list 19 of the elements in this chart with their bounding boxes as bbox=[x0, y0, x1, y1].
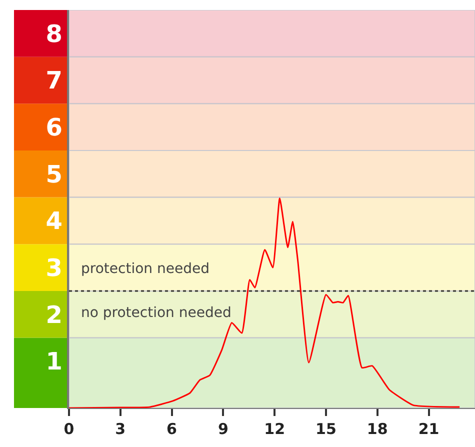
y-tick-label: 8 bbox=[46, 20, 62, 48]
annotation: protection needed bbox=[81, 261, 210, 277]
x-tick-label: 18 bbox=[366, 420, 388, 438]
y-tick-label: 3 bbox=[46, 254, 62, 282]
y-tick-label: 4 bbox=[46, 207, 62, 236]
line-series bbox=[69, 197, 460, 408]
y-tick-label: 6 bbox=[46, 113, 62, 142]
x-tick-label: 9 bbox=[218, 420, 228, 438]
x-tick-label: 21 bbox=[418, 420, 440, 438]
x-tick-label: 12 bbox=[264, 420, 286, 438]
x-tick-label: 3 bbox=[115, 420, 126, 438]
x-tick-label: 0 bbox=[64, 420, 74, 438]
y-tick-label: 7 bbox=[46, 66, 62, 95]
y-tick-label: 1 bbox=[46, 348, 62, 376]
y-tick-label: 2 bbox=[46, 300, 62, 329]
annotation: no protection needed bbox=[81, 305, 232, 321]
y-tick-label: 5 bbox=[46, 160, 62, 188]
x-tick-label: 15 bbox=[316, 420, 336, 438]
x-tick-label: 6 bbox=[166, 420, 177, 438]
